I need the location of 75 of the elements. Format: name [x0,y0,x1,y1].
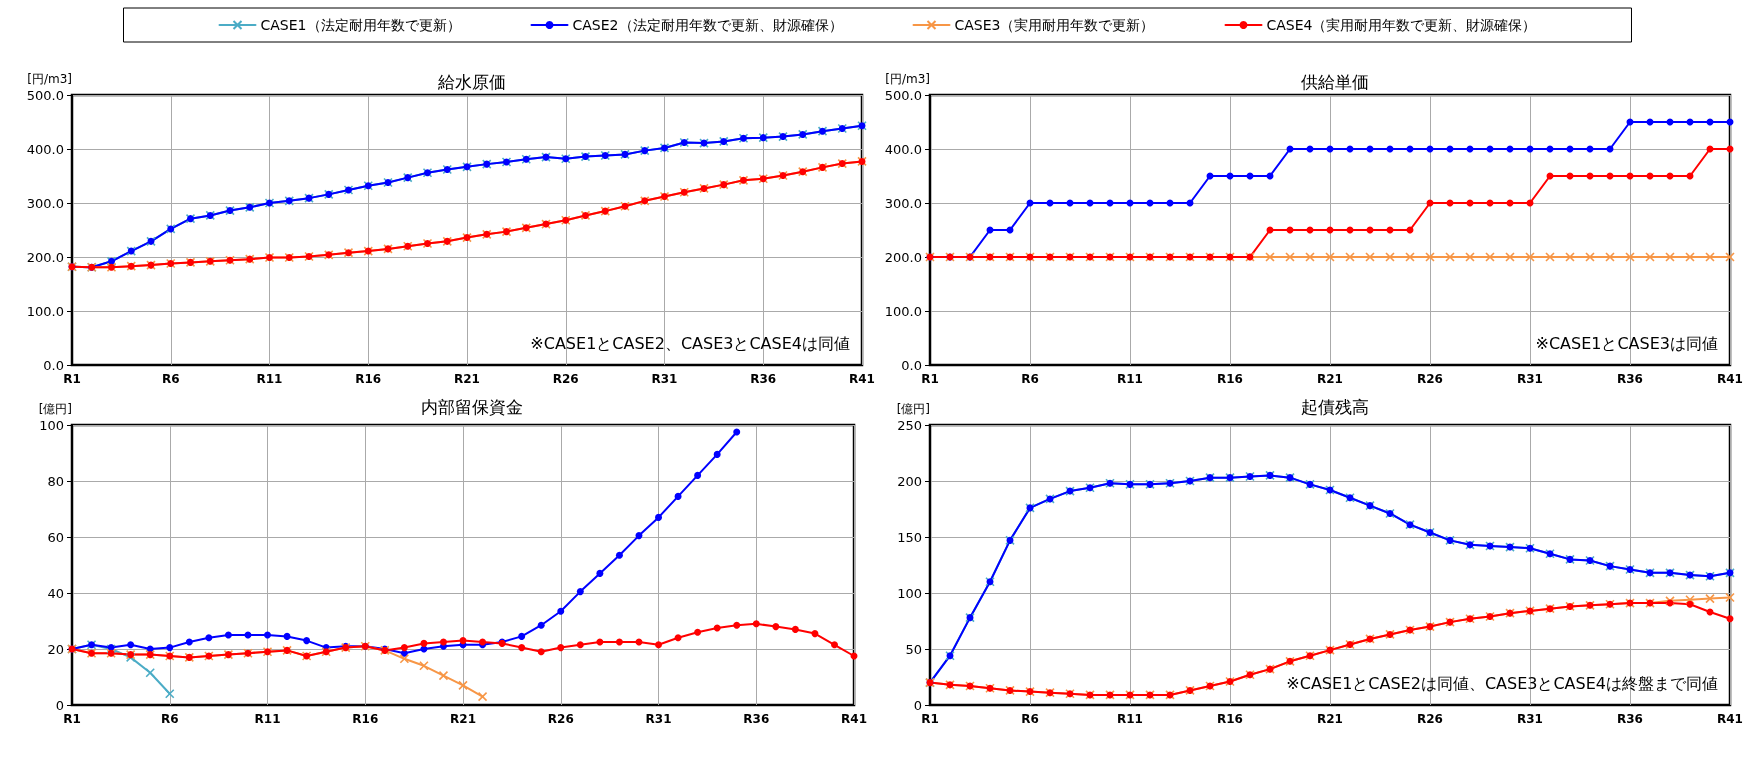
x-tick-label: R16 [1217,372,1243,386]
y-tick-label: 80 [47,473,64,489]
y-tick-label: 40 [47,585,64,601]
y-tick-label: 60 [47,529,64,545]
x-tick-label: R11 [1117,372,1143,386]
legend-label: CASE4（実用耐用年数で更新、財源確保） [1266,17,1537,33]
y-tick-label: 20 [47,641,64,657]
x-tick-label: R26 [1417,372,1443,386]
x-tick-label: R16 [1217,712,1243,726]
x-tick-label: R1 [921,372,939,386]
chart-title: 起債残高 [1301,396,1369,417]
x-tick-label: R41 [1717,372,1743,386]
x-tick-label: R41 [849,372,875,386]
annotation: ※CASE1とCASE2は同値、CASE3とCASE4は終盤まで同値 [1286,673,1718,693]
y-tick-label: 400.0 [26,141,64,157]
chart-title: 供給単価 [1301,71,1369,92]
x-tick-label: R31 [651,372,678,386]
x-tick-label: R21 [1317,372,1343,386]
chart-title: 給水原価 [437,71,506,92]
x-tick-label: R16 [352,712,379,726]
y-axis-title: [円/m3] [27,72,72,86]
y-tick-label: 200.0 [884,249,922,265]
y-tick-label: 50 [905,641,922,657]
y-tick-label: 300.0 [26,195,64,211]
y-tick-label: 150 [897,529,922,545]
y-tick-label: 500.0 [884,87,922,103]
y-tick-label: 500.0 [26,87,64,103]
y-tick-label: 100.0 [884,303,922,319]
legend-label: CASE2（法定耐用年数で更新、財源確保） [572,17,843,33]
x-tick-label: R6 [1021,372,1039,386]
x-tick-label: R31 [645,712,672,726]
x-tick-label: R21 [450,712,476,726]
x-tick-label: R11 [1117,712,1143,726]
x-tick-label: R36 [1617,372,1643,386]
annotation: ※CASE1とCASE3は同値 [1535,333,1718,353]
x-tick-label: R31 [1517,712,1543,726]
x-tick-label: R36 [1617,712,1643,726]
x-tick-label: R11 [254,712,281,726]
x-tick-label: R26 [1417,712,1443,726]
y-tick-label: 250 [897,417,922,433]
x-tick-label: R6 [161,372,180,386]
annotation: ※CASE1とCASE2、CASE3とCASE4は同値 [530,333,850,353]
x-tick-label: R11 [256,372,283,386]
x-tick-label: R21 [1317,712,1343,726]
legend-label: CASE3（実用耐用年数で更新） [954,17,1155,33]
y-axis-title: [億円] [38,402,72,416]
x-tick-label: R31 [1517,372,1543,386]
y-tick-label: 200.0 [26,249,64,265]
x-tick-label: R36 [750,372,777,386]
x-tick-label: R1 [921,712,939,726]
y-tick-label: 0 [913,697,922,713]
x-tick-label: R21 [454,372,480,386]
y-axis-title: [億円] [896,402,930,416]
y-tick-label: 300.0 [884,195,922,211]
x-tick-label: R36 [743,712,770,726]
x-tick-label: R6 [160,712,179,726]
x-tick-label: R1 [63,372,81,386]
y-tick-label: 200 [897,473,922,489]
y-tick-label: 0 [55,697,64,713]
x-tick-label: R41 [841,712,868,726]
y-tick-label: 100 [897,585,922,601]
y-axis-title: [円/m3] [885,72,930,86]
y-tick-label: 400.0 [884,141,922,157]
chart-title: 内部留保資金 [421,396,523,417]
x-tick-label: R6 [1021,712,1039,726]
x-tick-label: R1 [63,712,81,726]
y-tick-label: 100.0 [26,303,64,319]
x-tick-label: R26 [552,372,579,386]
y-tick-label: 100 [39,417,64,433]
y-tick-label: 0.0 [901,357,922,373]
legend-label: CASE1（法定耐用年数で更新） [260,17,461,33]
x-tick-label: R26 [547,712,574,726]
x-tick-label: R16 [355,372,382,386]
x-tick-label: R41 [1717,712,1743,726]
y-tick-label: 0.0 [43,357,64,373]
